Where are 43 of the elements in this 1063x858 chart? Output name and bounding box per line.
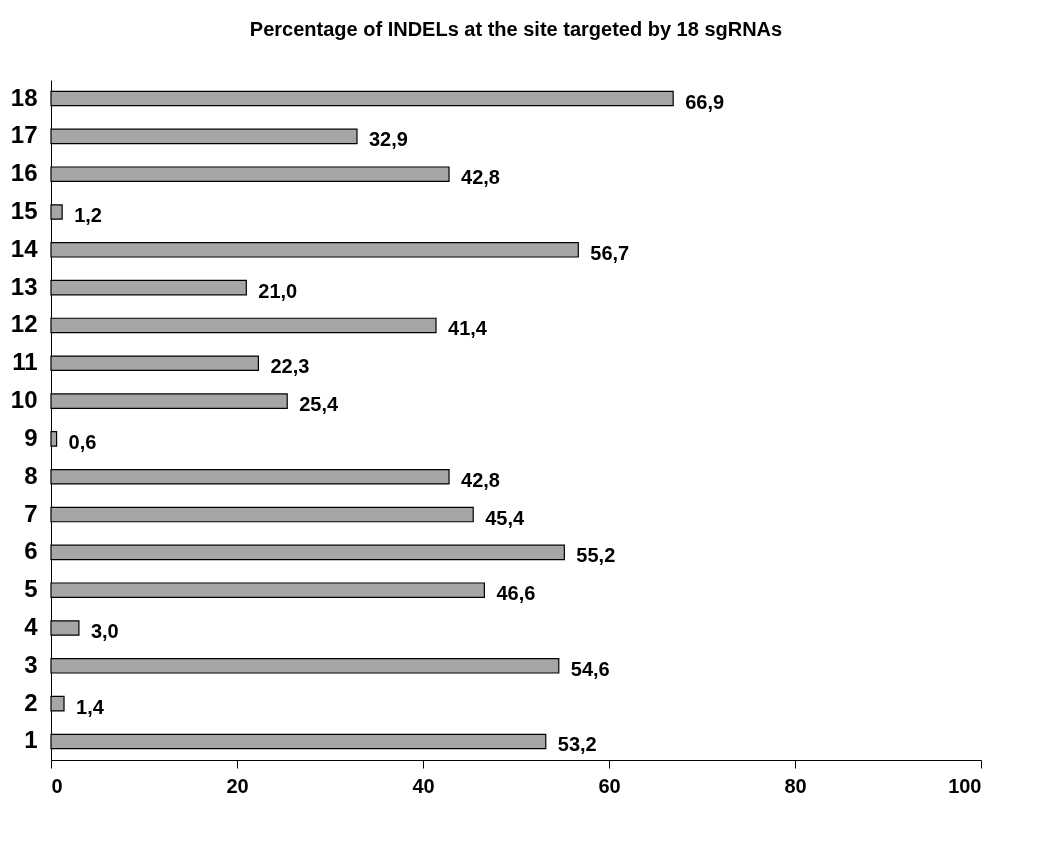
- data-label: 32,9: [368, 128, 408, 151]
- y-tick-label: 6: [24, 537, 38, 565]
- chart-title: Percentage of INDELs at the site targeted by 18 sgRNAs: [249, 18, 783, 40]
- x-tick-label: 100: [948, 774, 982, 797]
- y-tick-label: 4: [24, 613, 39, 641]
- y-tick-label: 15: [10, 196, 38, 224]
- data-label: 45,4: [485, 506, 526, 529]
- data-label: 66,9: [685, 90, 725, 113]
- x-tick-label: 20: [226, 774, 249, 797]
- data-label: 25,4: [299, 393, 340, 416]
- data-label: 1,2: [74, 203, 102, 226]
- data-label: 53,2: [557, 733, 597, 756]
- y-tick-label: 16: [10, 159, 38, 187]
- y-tick-label: 8: [24, 461, 38, 489]
- y-tick-label: 14: [10, 234, 39, 262]
- y-tick-label: 11: [12, 348, 38, 376]
- x-tick-label: 60: [598, 774, 621, 797]
- data-label: 41,4: [448, 317, 488, 340]
- y-tick-label: 18: [10, 83, 38, 111]
- data-label: 22,3: [270, 355, 310, 378]
- data-label: 0,6: [68, 430, 97, 453]
- data-label: 55,2: [576, 544, 616, 567]
- data-label: 3,0: [90, 620, 119, 643]
- data-label: 54,6: [570, 657, 610, 680]
- data-label: 21,0: [258, 279, 298, 302]
- y-tick-label: 13: [10, 272, 38, 300]
- y-tick-label: 1: [24, 726, 38, 754]
- data-label: 42,8: [461, 166, 500, 189]
- x-tick-label: 80: [784, 774, 807, 797]
- y-tick-label: 3: [24, 650, 38, 678]
- data-label: 42,8: [461, 468, 500, 491]
- y-tick-label: 2: [24, 688, 38, 716]
- y-tick-label: 9: [24, 423, 38, 451]
- y-tick-label: 5: [24, 575, 38, 603]
- y-tick-label: 10: [10, 386, 38, 414]
- x-tick-label: 0: [51, 774, 63, 797]
- data-label: 1,4: [76, 695, 105, 718]
- data-label: 46,6: [496, 582, 536, 605]
- y-tick-label: 17: [10, 121, 38, 149]
- y-tick-label: 7: [24, 499, 38, 527]
- y-tick-label: 12: [10, 310, 38, 338]
- x-tick-label: 40: [412, 774, 435, 797]
- data-label: 56,7: [590, 241, 630, 264]
